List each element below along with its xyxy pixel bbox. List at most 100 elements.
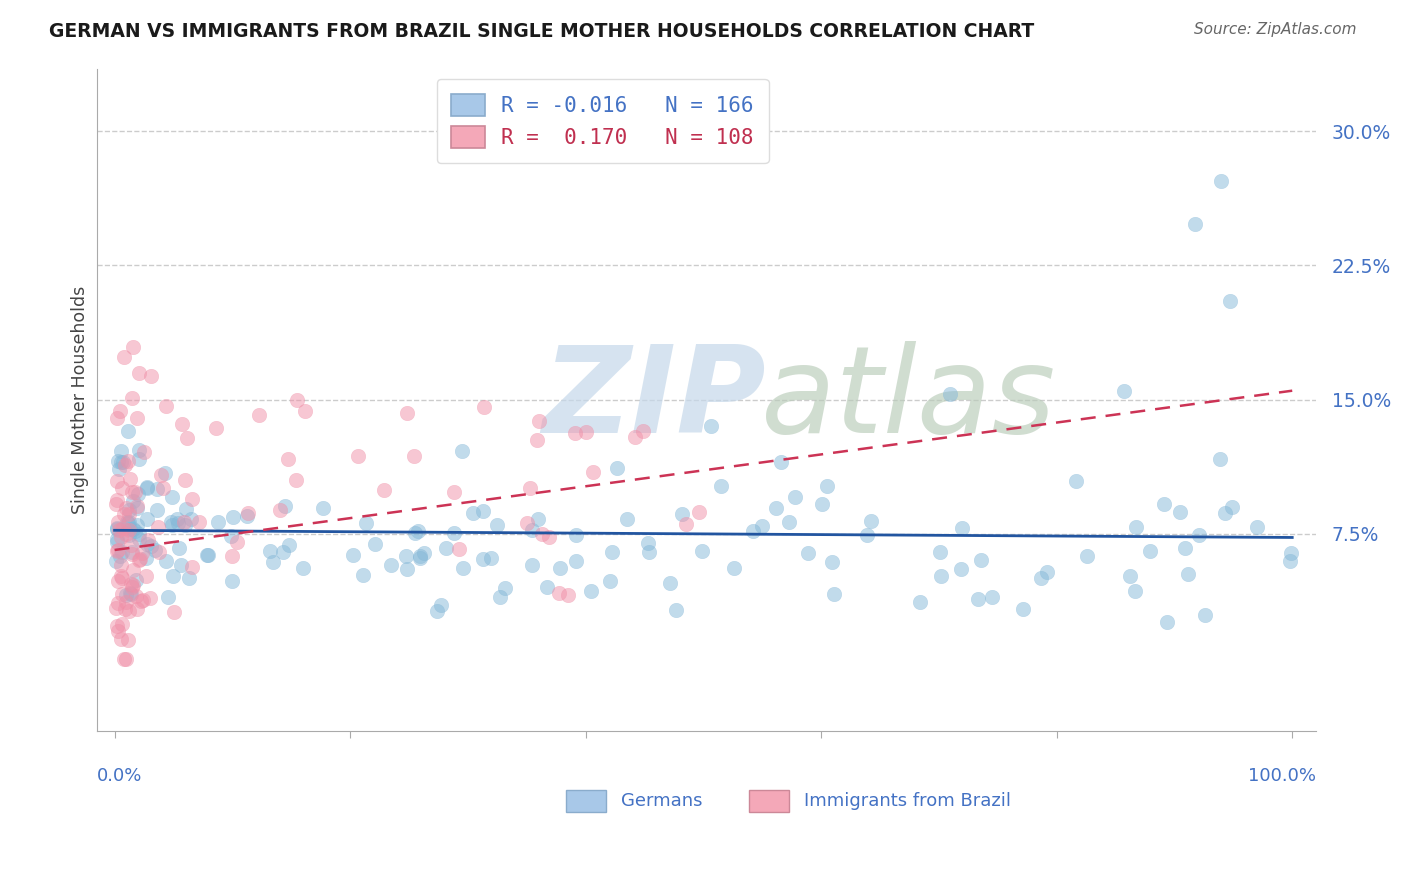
Point [114,652,136,666]
Point [395,549,418,564]
Point [108,523,131,537]
Point [970,553,993,567]
Point [127,501,149,516]
Point [149,468,172,483]
Point [167,541,190,555]
Point [364,536,387,550]
Text: Source: ZipAtlas.com: Source: ZipAtlas.com [1194,22,1357,37]
Point [665,603,688,617]
Point [949,562,972,576]
Point [118,528,141,542]
Point [111,521,134,535]
Point [373,483,395,497]
Point [128,552,150,566]
Bar [567,790,606,812]
Point [115,501,138,516]
Point [121,545,143,559]
Point [461,507,484,521]
Point [105,475,128,489]
Point [125,589,148,603]
Point [157,591,180,605]
Point [105,554,128,568]
Point [222,509,245,524]
Point [118,603,141,617]
Point [174,518,197,533]
Point [688,505,710,519]
Point [599,574,621,589]
Point [292,561,315,575]
Point [765,501,787,516]
Point [117,424,139,438]
Point [277,451,299,466]
Point [122,523,145,537]
Point [1279,546,1302,560]
Point [131,546,153,560]
Point [160,518,183,533]
Point [413,546,436,560]
Point [409,550,432,565]
Point [221,549,243,564]
Point [1184,217,1206,231]
Point [181,492,204,507]
Point [1211,174,1233,188]
Point [426,605,449,619]
Point [136,533,159,547]
Point [929,569,952,583]
Point [602,545,624,559]
Point [259,544,281,558]
Point [606,461,628,475]
Point [450,443,472,458]
Point [494,581,516,595]
Point [111,545,134,559]
Point [118,523,141,537]
Point [135,568,157,582]
Point [112,652,135,666]
Point [176,431,198,445]
Point [294,404,316,418]
Point [219,529,242,543]
Point [146,482,169,496]
Point [710,479,733,493]
Point [107,543,129,558]
Point [128,532,150,546]
Point [479,551,502,566]
Point [565,528,588,542]
Point [815,479,838,493]
Point [536,580,558,594]
Point [174,502,197,516]
Point [135,550,157,565]
Point [1153,497,1175,511]
Point [112,350,135,364]
Point [139,369,162,384]
Point [434,541,457,555]
Point [637,536,659,550]
Point [939,387,962,401]
Point [579,584,602,599]
Point [121,340,143,354]
Point [128,527,150,541]
Point [778,515,800,529]
Text: 100.0%: 100.0% [1247,767,1316,785]
Point [785,490,807,504]
Point [741,524,763,538]
Point [1029,571,1052,585]
Bar [749,790,789,812]
Point [700,419,723,434]
Point [1139,544,1161,558]
Point [236,509,259,524]
Point [471,551,494,566]
Point [104,497,127,511]
Point [118,472,141,486]
Point [396,562,419,576]
Point [312,500,335,515]
Point [173,516,195,530]
Point [105,543,128,558]
Point [107,574,129,588]
Point [565,554,588,568]
Point [443,526,465,541]
Point [530,527,553,541]
Point [124,485,146,500]
Point [152,481,174,495]
Point [1064,475,1087,489]
Point [121,563,143,577]
